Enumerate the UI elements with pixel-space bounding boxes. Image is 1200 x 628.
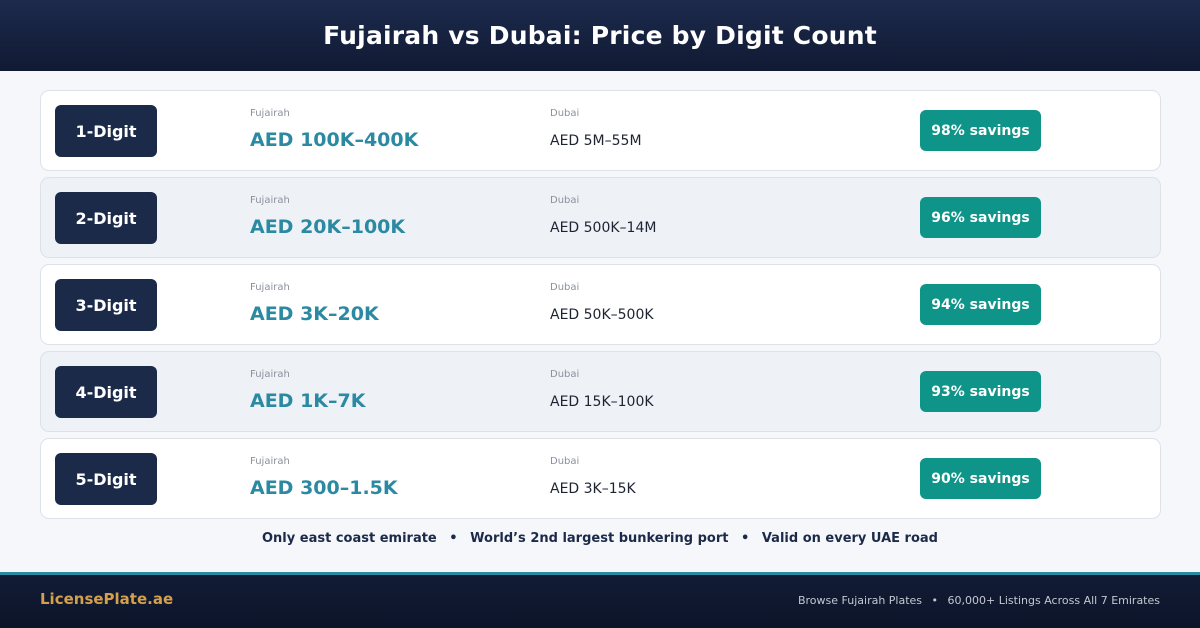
bullet-separator: • xyxy=(931,594,939,607)
fujairah-price: AED 20K–100K xyxy=(250,216,406,238)
dubai-label: Dubai xyxy=(550,369,580,380)
digit-badge: 3-Digit xyxy=(55,279,157,331)
fact-item: Valid on every UAE road xyxy=(761,531,938,546)
dubai-price: AED 3K–15K xyxy=(550,481,636,497)
fujairah-label: Fujairah xyxy=(250,456,290,467)
page-title: Fujairah vs Dubai: Price by Digit Count xyxy=(323,21,877,50)
facts-strip: Only east coast emirate • World’s 2nd la… xyxy=(0,531,1200,546)
savings-badge: 94% savings xyxy=(920,284,1041,325)
price-row-5-digit: 5-Digit Fujairah AED 300–1.5K Dubai AED … xyxy=(40,438,1161,519)
digit-badge: 5-Digit xyxy=(55,453,157,505)
fujairah-label: Fujairah xyxy=(250,195,290,206)
header: Fujairah vs Dubai: Price by Digit Count xyxy=(0,0,1200,71)
listings-count: 60,000+ Listings Across All 7 Emirates xyxy=(947,594,1160,607)
fact-item: Only east coast emirate xyxy=(262,531,437,546)
price-row-4-digit: 4-Digit Fujairah AED 1K–7K Dubai AED 15K… xyxy=(40,351,1161,432)
brand-logo[interactable]: LicensePlate.ae xyxy=(40,590,174,608)
fujairah-label: Fujairah xyxy=(250,369,290,380)
fujairah-price: AED 300–1.5K xyxy=(250,477,398,499)
dubai-label: Dubai xyxy=(550,282,580,293)
dubai-price: AED 5M–55M xyxy=(550,133,642,149)
footer: LicensePlate.ae Browse Fujairah Plates •… xyxy=(0,572,1200,628)
digit-badge: 2-Digit xyxy=(55,192,157,244)
dubai-price: AED 500K–14M xyxy=(550,220,657,236)
savings-badge: 90% savings xyxy=(920,458,1041,499)
dubai-label: Dubai xyxy=(550,195,580,206)
dubai-label: Dubai xyxy=(550,108,580,119)
savings-badge: 93% savings xyxy=(920,371,1041,412)
bullet-separator: • xyxy=(740,531,750,546)
footer-tagline: Browse Fujairah Plates • 60,000+ Listing… xyxy=(798,594,1160,607)
fujairah-price: AED 3K–20K xyxy=(250,303,379,325)
fujairah-price: AED 100K–400K xyxy=(250,129,419,151)
dubai-label: Dubai xyxy=(550,456,580,467)
fact-item: World’s 2nd largest bunkering port xyxy=(470,531,729,546)
price-row-1-digit: 1-Digit Fujairah AED 100K–400K Dubai AED… xyxy=(40,90,1161,171)
savings-badge: 96% savings xyxy=(920,197,1041,238)
digit-badge: 4-Digit xyxy=(55,366,157,418)
fujairah-label: Fujairah xyxy=(250,108,290,119)
savings-badge: 98% savings xyxy=(920,110,1041,151)
dubai-price: AED 50K–500K xyxy=(550,307,654,323)
fujairah-price: AED 1K–7K xyxy=(250,390,366,412)
price-row-2-digit: 2-Digit Fujairah AED 20K–100K Dubai AED … xyxy=(40,177,1161,258)
bullet-separator: • xyxy=(449,531,458,546)
dubai-price: AED 15K–100K xyxy=(550,394,654,410)
price-row-3-digit: 3-Digit Fujairah AED 3K–20K Dubai AED 50… xyxy=(40,264,1161,345)
browse-link[interactable]: Browse Fujairah Plates xyxy=(797,594,923,607)
digit-badge: 1-Digit xyxy=(55,105,157,157)
fujairah-label: Fujairah xyxy=(250,282,290,293)
